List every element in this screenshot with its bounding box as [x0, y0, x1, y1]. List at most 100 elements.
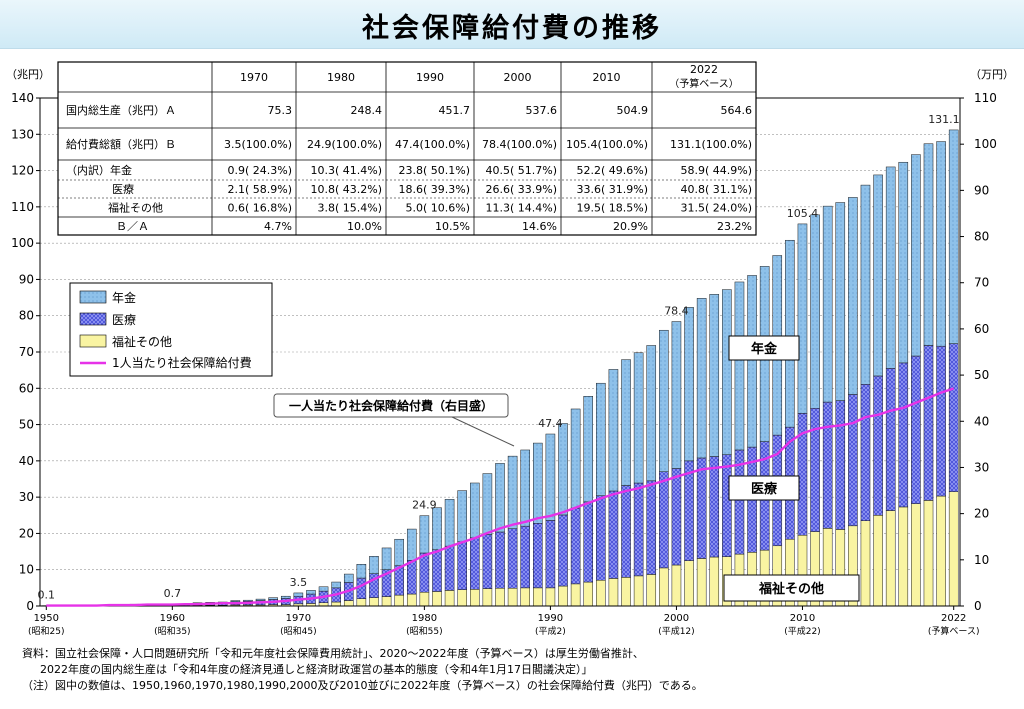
- bar-年金-2015: [860, 184, 871, 385]
- bar-医療-1992: [570, 507, 581, 585]
- bar-年金-1982: [444, 499, 455, 547]
- note-gdp: 2022年度の国内総生産は「令和4年度の経済見通しと経済財政運営の基本的態度（令…: [40, 663, 593, 676]
- bar-福祉その他-1974: [343, 600, 354, 607]
- bar-福祉その他-1985: [482, 588, 493, 607]
- region-label-box-pension: [728, 335, 800, 361]
- bar-福祉その他-1986: [495, 587, 505, 607]
- bar-医療-1982: [444, 545, 455, 591]
- bar-医療-1988: [520, 525, 530, 589]
- bar-福祉その他-1976: [369, 597, 379, 607]
- table-cell: 31.5( 24.0%): [680, 202, 752, 215]
- legend-box: [69, 282, 273, 377]
- y-left-tick-label: 50: [19, 418, 34, 432]
- y-right-unit: （万円）: [970, 68, 1014, 81]
- bar-年金-2016: [873, 174, 883, 377]
- table-cell: 19.5( 18.5%): [576, 202, 648, 215]
- bar-福祉その他-2017: [885, 510, 896, 607]
- y-right-tick-label: 60: [974, 322, 989, 336]
- notes: 資料：国立社会保障・人口問題研究所「令和元年度社会保障費用統計」、2020～20…: [22, 646, 1012, 694]
- bar-福祉その他-1995: [608, 578, 619, 607]
- bar-年金-1980: [419, 515, 430, 554]
- table-header-cell: 1980: [327, 71, 355, 84]
- bar-福祉その他-1999: [659, 567, 669, 607]
- bar-年金-1978: [394, 538, 404, 566]
- table-cell: 564.6: [721, 104, 753, 117]
- x-tick-label: 2022: [941, 613, 966, 624]
- table-cell: 2.1( 58.9%): [227, 183, 292, 196]
- bar-福祉その他-2016: [873, 515, 883, 607]
- bar-年金-1997: [633, 352, 644, 484]
- bar-年金-1981: [432, 507, 442, 551]
- title-band: [0, 0, 1024, 49]
- bar-福祉その他-1982: [444, 590, 455, 607]
- bar-年金-1967: [255, 598, 266, 601]
- bar-年金-2013: [835, 202, 846, 401]
- per-capita-line: [46, 387, 955, 607]
- x-tick-sublabel: (平成22): [784, 625, 820, 637]
- bar-年金-1995: [608, 369, 619, 492]
- bar-医療-1989: [533, 523, 543, 589]
- bar-医療-1991: [558, 514, 568, 587]
- legend-label: 年金: [112, 290, 136, 305]
- bar-年金-1976: [369, 556, 379, 574]
- table-cell: 23.2%: [717, 220, 752, 233]
- bar-医療-1996: [621, 485, 631, 578]
- bar-福祉その他-2021: [936, 495, 946, 607]
- callout-pointer: [451, 416, 515, 447]
- bar-医療-2015: [860, 384, 871, 521]
- bar-福祉その他-1980: [419, 591, 430, 607]
- table-cell: 105.4(100.0%): [566, 138, 648, 151]
- bar-医療-2021: [936, 345, 946, 497]
- bar-福祉その他-1993: [583, 581, 593, 607]
- legend-label: 医療: [112, 313, 136, 327]
- bar-医療-2004: [722, 454, 732, 557]
- x-tick-label: 1990: [538, 613, 563, 624]
- bar-年金-1979: [406, 528, 417, 561]
- bar-福祉その他-1992: [570, 583, 581, 607]
- bar-年金-1986: [495, 463, 505, 533]
- y-left-tick-label: 110: [11, 200, 34, 214]
- bar-年金-1987: [507, 455, 518, 529]
- bar-福祉その他-1981: [432, 591, 442, 607]
- y-right-tick-label: 110: [974, 91, 997, 105]
- bar-年金-2004: [722, 289, 732, 455]
- bar-年金-1971: [306, 590, 316, 595]
- bar-医療-1997: [633, 482, 644, 577]
- bar-福祉その他-2003: [709, 556, 720, 607]
- bar-年金-1970: [293, 592, 304, 597]
- callout-box: [273, 393, 509, 418]
- bar-年金-1992: [570, 408, 581, 509]
- bar-医療-1975: [356, 577, 367, 599]
- table-cell: 20.9%: [613, 220, 648, 233]
- bar-年金-2021: [936, 141, 946, 347]
- y-left-tick-label: 90: [19, 272, 34, 286]
- bar-年金-1983: [457, 490, 467, 543]
- bar-年金-2003: [709, 294, 720, 457]
- table-cell: 26.6( 33.9%): [485, 183, 557, 196]
- bar-年金-2017: [885, 166, 896, 369]
- bar-医療-1993: [583, 501, 593, 583]
- region-label-medical: 医療: [751, 481, 778, 497]
- bar-福祉その他-1990: [545, 587, 556, 607]
- bar-医療-1987: [507, 528, 518, 589]
- callout-label: 一人当たり社会保障給付費（右目盛）: [289, 398, 493, 413]
- region-label-box-welfare: [723, 574, 860, 602]
- bar-年金-1990: [545, 433, 556, 521]
- bar-福祉その他-1979: [406, 593, 417, 607]
- bar-年金-1965: [230, 600, 241, 602]
- bar-series: [41, 129, 959, 607]
- bar-福祉その他-2020: [923, 500, 934, 607]
- bar-医療-1998: [646, 480, 657, 575]
- x-tick-label: 1970: [286, 613, 311, 624]
- bar-年金-1985: [482, 473, 493, 535]
- bar-医療-1994: [596, 495, 606, 581]
- bar-年金-2001: [684, 307, 694, 462]
- table-row-label: Ｂ／Ａ: [116, 220, 149, 233]
- bar-value-label-2022: 131.1: [928, 113, 960, 126]
- table-cell: 40.8( 31.1%): [680, 183, 752, 196]
- y-right-tick-label: 100: [974, 137, 997, 151]
- bar-年金-1973: [331, 581, 341, 589]
- bar-福祉その他-1997: [633, 575, 644, 607]
- x-tick-sublabel: (昭和35): [154, 626, 190, 637]
